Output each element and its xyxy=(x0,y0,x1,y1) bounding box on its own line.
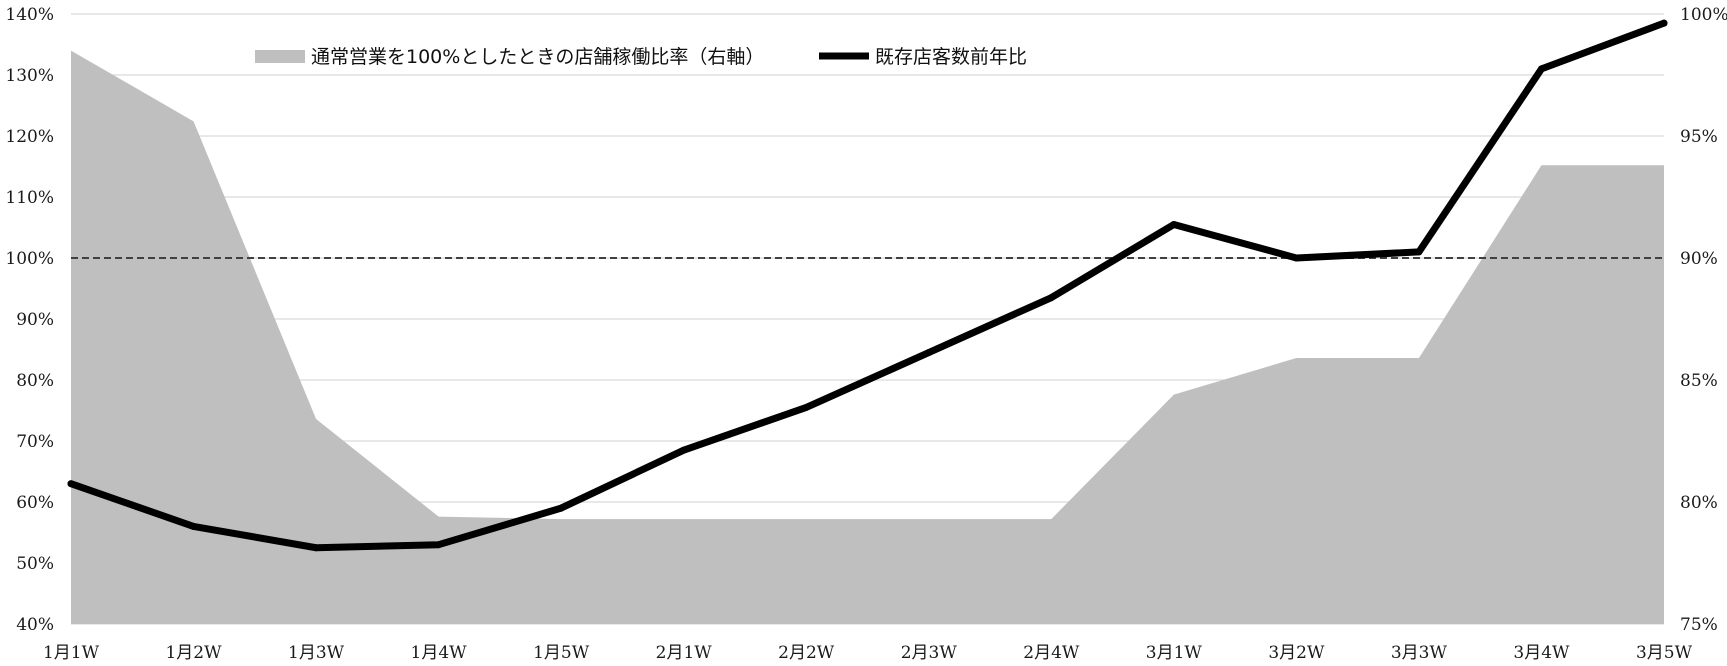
line-point xyxy=(557,504,565,512)
x-tick-label: 2月3W xyxy=(901,643,958,663)
left-tick-label: 70% xyxy=(16,432,54,452)
line-point xyxy=(190,522,198,530)
line-point xyxy=(435,541,443,549)
legend-label-area: 通常営業を100%としたときの店舗稼働比率（右軸） xyxy=(311,46,764,68)
x-tick-label: 1月4W xyxy=(411,643,468,663)
line-point xyxy=(1047,294,1055,302)
left-tick-label: 100% xyxy=(5,249,54,269)
left-tick-label: 40% xyxy=(16,615,54,635)
right-tick-label: 85% xyxy=(1680,371,1718,391)
right-tick-label: 90% xyxy=(1680,249,1718,269)
left-tick-label: 60% xyxy=(16,493,54,513)
left-tick-label: 110% xyxy=(5,188,54,208)
left-tick-label: 140% xyxy=(5,5,54,25)
left-tick-label: 80% xyxy=(16,371,54,391)
series-line xyxy=(67,19,1668,552)
x-tick-label: 2月2W xyxy=(778,643,835,663)
left-tick-label: 90% xyxy=(16,310,54,330)
x-tick-label: 1月3W xyxy=(288,643,345,663)
line-point xyxy=(1537,65,1545,73)
line-point xyxy=(312,544,320,552)
x-tick-label: 1月5W xyxy=(533,643,590,663)
x-tick-label: 3月1W xyxy=(1146,643,1203,663)
line-point xyxy=(925,349,933,357)
x-tick-label: 2月4W xyxy=(1023,643,1080,663)
x-tick-label: 3月3W xyxy=(1391,643,1448,663)
x-tick-label: 3月2W xyxy=(1268,643,1325,663)
line-point xyxy=(680,446,688,454)
right-tick-label: 95% xyxy=(1680,127,1718,147)
left-axis: 40% 50% 60% 70% 80% 90% 100% 110% 120% 130% 140% xyxy=(5,5,54,635)
x-tick-label: 1月2W xyxy=(165,643,222,663)
legend-swatch-area xyxy=(255,50,305,63)
x-axis: 1月1W 1月2W 1月3W 1月4W 1月5W 2月1W 2月2W 2月3W 2月4W 3月1W… xyxy=(43,643,1693,663)
x-tick-label: 3月5W xyxy=(1636,643,1693,663)
area-fill xyxy=(71,50,1664,625)
x-tick-label: 2月1W xyxy=(656,643,713,663)
right-tick-label: 75% xyxy=(1680,615,1718,635)
right-axis: 75% 80% 85% 90% 95% 100% xyxy=(1680,5,1727,635)
area-series xyxy=(70,50,1665,625)
line-point xyxy=(1660,19,1668,27)
right-tick-label: 80% xyxy=(1680,493,1718,513)
line-point xyxy=(1292,254,1300,262)
line-point xyxy=(67,480,75,488)
left-tick-label: 130% xyxy=(5,66,54,86)
x-tick-label: 1月1W xyxy=(43,643,100,663)
line-point xyxy=(1415,248,1423,256)
left-tick-label: 120% xyxy=(5,127,54,147)
line-point xyxy=(802,403,810,411)
line-point xyxy=(1170,220,1178,228)
right-tick-label: 100% xyxy=(1680,5,1727,25)
left-tick-label: 50% xyxy=(16,554,54,574)
legend: 通常営業を100%としたときの店舗稼働比率（右軸） 既存店客数前年比 xyxy=(255,46,1027,68)
legend-label-line: 既存店客数前年比 xyxy=(875,46,1027,68)
line-series xyxy=(67,19,1668,552)
x-tick-label: 3月4W xyxy=(1513,643,1570,663)
